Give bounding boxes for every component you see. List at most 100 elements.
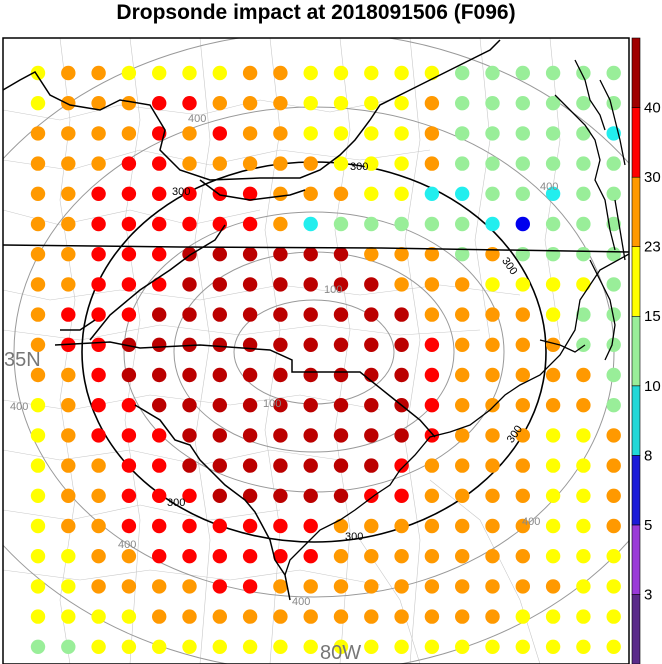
impact-dot bbox=[182, 428, 197, 443]
impact-dot bbox=[273, 96, 288, 111]
colorbar-box bbox=[631, 107, 641, 178]
colorbar-box bbox=[631, 524, 641, 595]
impact-dot bbox=[30, 488, 46, 503]
impact-dot bbox=[273, 428, 288, 443]
impact-dot bbox=[576, 609, 591, 624]
impact-dot bbox=[364, 337, 379, 352]
impact-dot bbox=[515, 609, 530, 624]
impact-dot bbox=[424, 367, 440, 383]
impact-dot bbox=[576, 549, 591, 564]
impact-dot bbox=[424, 216, 440, 232]
impact-dot bbox=[303, 156, 318, 171]
impact-dot bbox=[212, 337, 227, 352]
impact-dot bbox=[61, 488, 76, 503]
impact-dot bbox=[455, 609, 470, 624]
impact-dot bbox=[333, 609, 349, 624]
impact-dot bbox=[273, 579, 288, 594]
impact-dot bbox=[121, 639, 137, 654]
impact-dot bbox=[485, 549, 500, 564]
impact-dot bbox=[30, 186, 46, 201]
impact-dot bbox=[333, 518, 349, 534]
impact-dot bbox=[273, 549, 288, 564]
impact-dot bbox=[303, 186, 318, 201]
impact-dot bbox=[91, 277, 106, 292]
impact-dot bbox=[61, 307, 76, 322]
impact-dot bbox=[485, 398, 500, 413]
impact-dot bbox=[364, 247, 379, 262]
impact-dot bbox=[455, 398, 470, 413]
impact-dot bbox=[545, 488, 561, 503]
impact-dot bbox=[30, 216, 46, 232]
impact-dot bbox=[242, 458, 258, 473]
impact-dot bbox=[364, 639, 379, 654]
impact-dot bbox=[576, 216, 591, 232]
impact-dot bbox=[606, 428, 621, 443]
impact-dot bbox=[91, 488, 106, 503]
impact-dot bbox=[212, 367, 227, 383]
impact-dot bbox=[485, 458, 500, 473]
impact-dot bbox=[545, 337, 561, 352]
impact-dot bbox=[576, 488, 591, 503]
impact-dot bbox=[242, 126, 258, 141]
impact-dot bbox=[606, 186, 621, 201]
impact-dot bbox=[273, 488, 288, 503]
impact-dot bbox=[364, 307, 379, 322]
impact-dot bbox=[515, 458, 530, 473]
impact-dot bbox=[61, 96, 76, 111]
impact-dot bbox=[455, 307, 470, 322]
impact-dot bbox=[515, 96, 530, 111]
impact-dot bbox=[333, 458, 349, 473]
impact-dot bbox=[333, 307, 349, 322]
impact-dot bbox=[424, 398, 440, 413]
impact-dot bbox=[364, 277, 379, 292]
impact-dot bbox=[303, 337, 318, 352]
impact-dot bbox=[424, 488, 440, 503]
impact-dot bbox=[364, 216, 379, 232]
impact-dot bbox=[515, 549, 530, 564]
impact-dot bbox=[61, 518, 76, 534]
impact-dot bbox=[273, 277, 288, 292]
impact-dot bbox=[152, 458, 167, 473]
impact-dot bbox=[364, 186, 379, 201]
map-title: Dropsonde impact at 2018091506 (F096) bbox=[116, 1, 516, 24]
impact-dot bbox=[121, 609, 137, 624]
impact-dot bbox=[30, 367, 46, 383]
impact-dot bbox=[30, 609, 46, 624]
impact-dot bbox=[455, 126, 470, 141]
impact-dot bbox=[455, 549, 470, 564]
impact-dot bbox=[30, 96, 46, 111]
impact-dot bbox=[394, 96, 409, 111]
impact-dot bbox=[91, 458, 106, 473]
impact-dot bbox=[303, 126, 318, 141]
impact-dot bbox=[212, 398, 227, 413]
impact-dot bbox=[273, 65, 288, 81]
impact-dot bbox=[606, 65, 621, 81]
impact-dot bbox=[394, 337, 409, 352]
ring-label: 400 bbox=[188, 113, 206, 125]
impact-dot bbox=[485, 337, 500, 352]
impact-dot bbox=[242, 428, 258, 443]
impact-dot bbox=[394, 367, 409, 383]
impact-dot bbox=[545, 639, 561, 654]
impact-dot bbox=[606, 398, 621, 413]
impact-dot bbox=[30, 579, 46, 594]
impact-dot bbox=[61, 458, 76, 473]
impact-dot bbox=[30, 277, 46, 292]
colorbar-tick-label: 3 bbox=[644, 586, 652, 603]
impact-dot bbox=[212, 609, 227, 624]
impact-dot bbox=[545, 518, 561, 534]
impact-dot bbox=[424, 126, 440, 141]
impact-dot bbox=[242, 216, 258, 232]
impact-dot bbox=[152, 488, 167, 503]
impact-dot bbox=[182, 367, 197, 383]
impact-dot bbox=[485, 65, 500, 81]
colorbar-tick-label: 23 bbox=[644, 239, 661, 256]
impact-dot bbox=[394, 126, 409, 141]
impact-dot bbox=[273, 398, 288, 413]
impact-dot bbox=[303, 579, 318, 594]
impact-dot bbox=[152, 367, 167, 383]
impact-dot bbox=[121, 65, 137, 81]
impact-dot bbox=[152, 65, 167, 81]
impact-dot bbox=[515, 639, 530, 654]
impact-dot bbox=[394, 186, 409, 201]
